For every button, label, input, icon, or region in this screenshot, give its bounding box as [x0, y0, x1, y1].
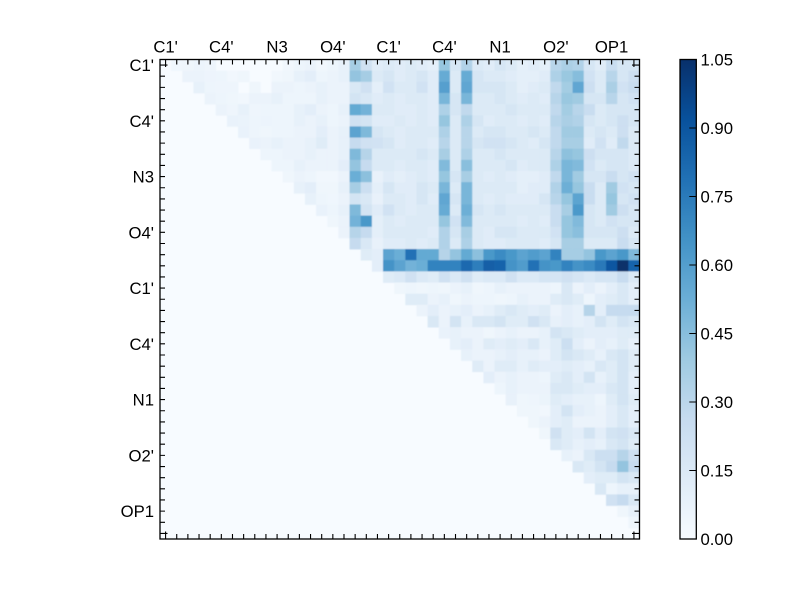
svg-text:0.45: 0.45 [701, 325, 733, 344]
svg-text:C4': C4' [129, 335, 154, 354]
svg-text:0.15: 0.15 [701, 462, 733, 481]
svg-text:0.60: 0.60 [701, 256, 733, 275]
svg-text:0.00: 0.00 [701, 530, 733, 549]
svg-text:O4': O4' [320, 38, 345, 57]
svg-text:0.75: 0.75 [701, 188, 733, 207]
svg-text:O2': O2' [543, 38, 568, 57]
svg-text:C1': C1' [129, 56, 154, 75]
svg-text:C4': C4' [432, 38, 457, 57]
svg-text:N1: N1 [489, 38, 510, 57]
svg-text:C1': C1' [129, 279, 154, 298]
svg-text:C4': C4' [129, 112, 154, 131]
svg-text:OP1: OP1 [121, 502, 154, 521]
svg-text:0.30: 0.30 [701, 393, 733, 412]
svg-text:N3: N3 [133, 168, 154, 187]
svg-text:N3: N3 [266, 38, 287, 57]
svg-text:1.05: 1.05 [701, 51, 733, 70]
svg-text:N1: N1 [133, 391, 154, 410]
svg-text:0.90: 0.90 [701, 119, 733, 138]
svg-text:O2': O2' [129, 446, 154, 465]
svg-text:OP1: OP1 [595, 38, 628, 57]
svg-text:C1': C1' [376, 38, 401, 57]
svg-text:C1': C1' [153, 38, 178, 57]
svg-text:C4': C4' [209, 38, 234, 57]
svg-text:O4': O4' [129, 223, 154, 242]
